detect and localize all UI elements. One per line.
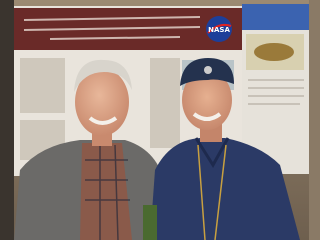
nasa-logo-text: NASA [208, 26, 230, 34]
cap-logo [204, 66, 212, 74]
left-edge [0, 0, 14, 240]
fish [254, 43, 294, 61]
photo: NASA [0, 0, 309, 240]
poster-panel [150, 58, 180, 148]
page: NASA (() => { const data = JSON.parse(do… [0, 0, 309, 240]
right-poster-header [242, 4, 309, 30]
poster-panel [20, 58, 65, 113]
bottle [143, 205, 157, 240]
